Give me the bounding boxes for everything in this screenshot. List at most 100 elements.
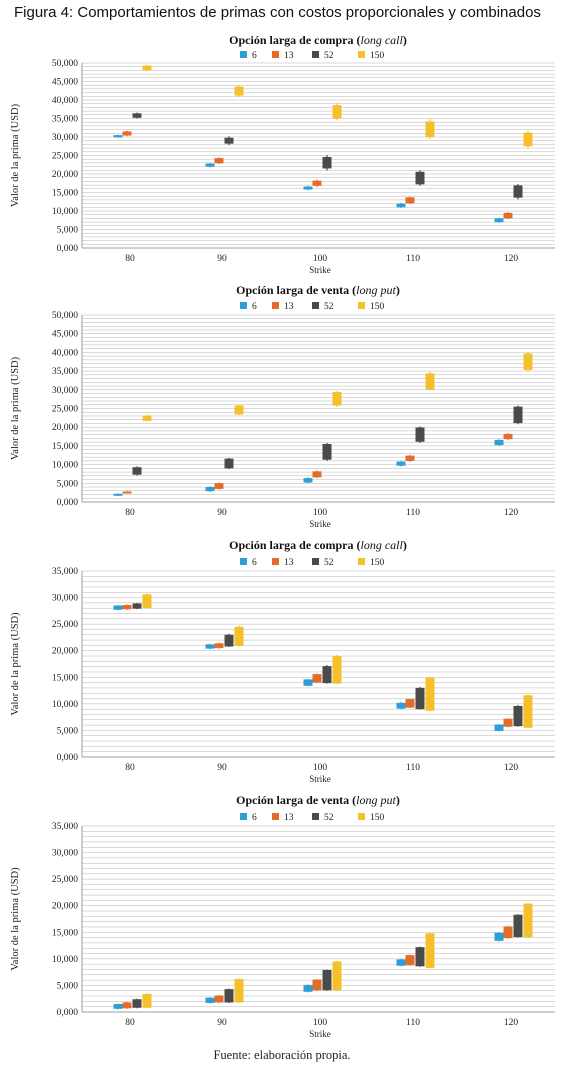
candle-body xyxy=(312,674,322,683)
candle-52-100 xyxy=(322,155,332,171)
y-tick-label: 50,000 xyxy=(52,59,78,69)
candle-150-80 xyxy=(142,414,152,422)
y-tick-label: 15,000 xyxy=(52,928,78,938)
legend-swatch-150 xyxy=(358,813,365,820)
candle-body xyxy=(513,406,523,424)
candle-body xyxy=(523,903,533,938)
x-tick-label: 100 xyxy=(313,508,328,518)
candle-150-100 xyxy=(332,102,342,121)
candle-6-110 xyxy=(396,202,406,209)
x-tick-label: 110 xyxy=(406,1018,420,1028)
candle-body xyxy=(494,439,504,446)
candle-body xyxy=(214,643,224,649)
candle-6-80 xyxy=(113,605,123,611)
candle-6-90 xyxy=(205,643,215,650)
y-tick-label: 40,000 xyxy=(52,348,78,358)
legend-label-150: 150 xyxy=(370,51,385,61)
candle-6-100 xyxy=(303,984,313,993)
candle-body xyxy=(234,979,244,1003)
chart-title-end: ) xyxy=(403,33,407,47)
candle-body xyxy=(523,353,533,370)
candle-body xyxy=(405,955,415,966)
legend-swatch-13 xyxy=(272,558,279,565)
candle-body xyxy=(224,989,234,1003)
candle-body xyxy=(425,933,435,968)
candle-6-110 xyxy=(396,460,406,467)
y-tick-label: 30,000 xyxy=(52,133,78,143)
legend-swatch-52 xyxy=(312,558,319,565)
y-tick-label: 10,000 xyxy=(52,207,78,217)
candle-6-80 xyxy=(113,134,123,138)
y-tick-label: 20,000 xyxy=(52,423,78,433)
y-tick-label: 45,000 xyxy=(52,330,78,340)
candle-body xyxy=(396,461,406,466)
candle-body xyxy=(214,995,224,1003)
legend-swatch-52 xyxy=(312,302,319,309)
candle-52-90 xyxy=(224,988,234,1003)
y-tick-label: 25,000 xyxy=(52,620,78,630)
candle-body xyxy=(503,212,513,219)
candle-body xyxy=(122,605,132,610)
chart-title: Opción larga de venta (long put) xyxy=(236,793,400,807)
figure-title: Figura 4: Comportamientos de primas con … xyxy=(14,4,541,21)
candle-52-120 xyxy=(513,704,523,727)
candle-150-90 xyxy=(234,625,244,647)
y-tick-label: 0,000 xyxy=(57,1008,79,1018)
candle-6-120 xyxy=(494,932,504,942)
candle-body xyxy=(405,455,415,461)
candle-150-120 xyxy=(523,903,533,938)
y-axis-title: Valor de la prima (USD) xyxy=(10,356,21,460)
y-tick-label: 10,000 xyxy=(52,461,78,471)
legend-label-13: 13 xyxy=(284,302,294,312)
candle-150-90 xyxy=(234,85,244,98)
chart-title: Opción larga de venta (long put) xyxy=(236,283,400,297)
candle-52-110 xyxy=(415,946,425,967)
chart-1: 0,000 5,000 10,000 15,000 20,000 25,000 30,000… xyxy=(10,33,555,275)
y-tick-label: 35,000 xyxy=(52,367,78,377)
candle-body xyxy=(312,471,322,478)
candle-body xyxy=(523,695,533,728)
candle-body xyxy=(303,478,313,483)
candle-6-90 xyxy=(205,997,215,1004)
candle-13-110 xyxy=(405,698,415,709)
chart-3: 0,000 5,000 10,000 15,000 20,000 25,000 30,000… xyxy=(10,538,555,784)
candle-13-120 xyxy=(503,433,513,440)
candle-body xyxy=(205,487,215,492)
x-tick-label: 120 xyxy=(504,508,519,518)
legend-label-6: 6 xyxy=(252,558,257,568)
x-tick-label: 100 xyxy=(313,1018,328,1028)
chart-2: 0,000 5,000 10,000 15,000 20,000 25,000 30,000… xyxy=(10,283,555,529)
y-tick-label: 25,000 xyxy=(52,405,78,415)
candle-52-110 xyxy=(415,170,425,186)
candle-body xyxy=(224,137,234,144)
candle-13-100 xyxy=(312,179,322,187)
candle-52-100 xyxy=(322,442,332,461)
candle-body xyxy=(332,656,342,684)
legend-label-150: 150 xyxy=(370,302,385,312)
x-tick-label: 110 xyxy=(406,763,420,773)
candle-body xyxy=(503,926,513,939)
candle-body xyxy=(415,171,425,185)
y-tick-label: 15,000 xyxy=(52,442,78,452)
candle-body xyxy=(322,970,332,991)
candle-body xyxy=(122,491,132,494)
candle-body xyxy=(523,132,533,147)
legend-label-150: 150 xyxy=(370,813,385,823)
candle-body xyxy=(513,185,523,198)
candle-150-80 xyxy=(142,64,152,72)
chart-title-main: Opción larga de compra ( xyxy=(229,538,360,552)
y-tick-label: 15,000 xyxy=(52,673,78,683)
candle-13-120 xyxy=(503,212,513,220)
legend-label-13: 13 xyxy=(284,51,294,61)
candle-6-120 xyxy=(494,217,504,223)
candle-6-120 xyxy=(494,724,504,732)
y-tick-label: 0,000 xyxy=(57,753,79,763)
candle-body xyxy=(332,105,342,119)
y-tick-label: 15,000 xyxy=(52,189,78,199)
x-tick-label: 100 xyxy=(313,763,328,773)
candle-52-120 xyxy=(513,914,523,938)
candle-body xyxy=(303,186,313,190)
x-tick-label: 120 xyxy=(504,763,519,773)
candle-body xyxy=(205,644,215,649)
candle-body xyxy=(303,679,313,686)
